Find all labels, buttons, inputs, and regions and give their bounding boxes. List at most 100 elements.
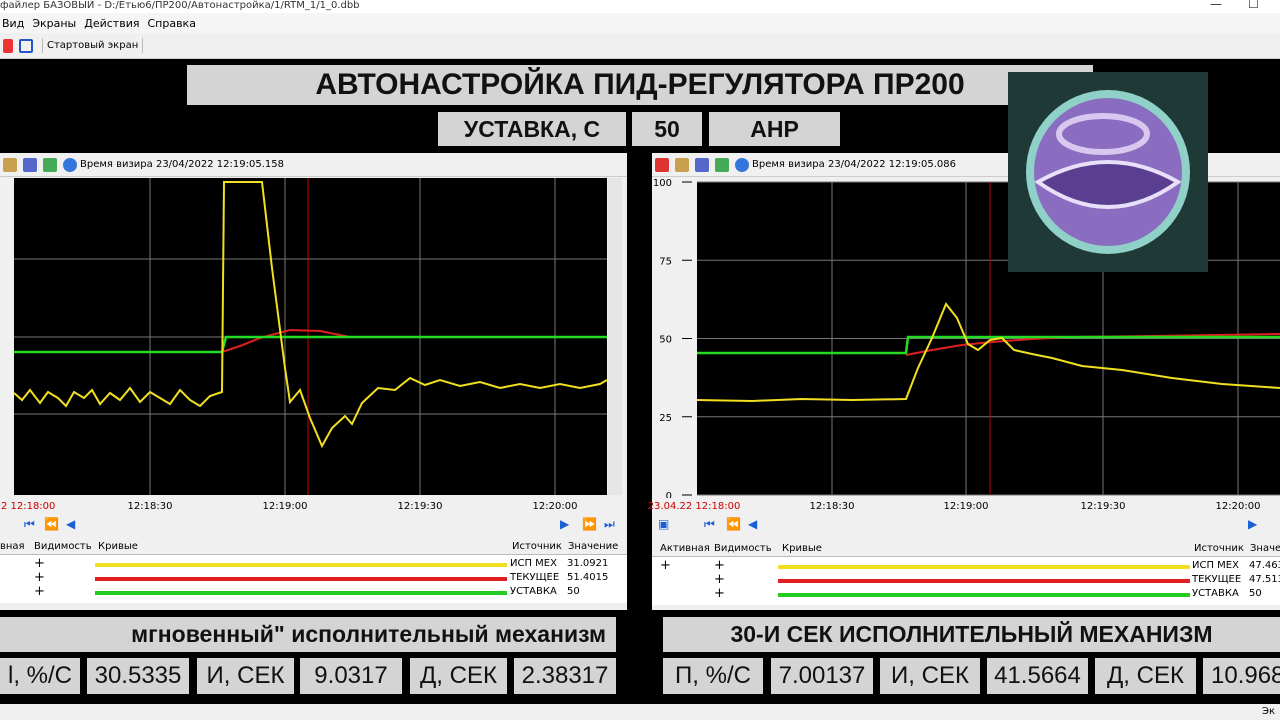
- toolbar-icon[interactable]: [695, 157, 709, 172]
- setpoint-label: УСТАВКА, С: [438, 112, 626, 146]
- section-title: 30-И СЕК ИСПОЛНИТЕЛЬНЫЙ МЕХАНИЗМ: [663, 617, 1280, 652]
- value-cell: 31.0921: [567, 558, 609, 569]
- menu-item[interactable]: Действия: [84, 16, 140, 30]
- menu-item[interactable]: Экраны: [32, 16, 77, 30]
- visibility-toggle[interactable]: +: [34, 570, 45, 585]
- toolbar-icon[interactable]: [655, 157, 669, 172]
- time-label: 12:19:00: [943, 501, 989, 512]
- trend-toolbar: Время визира 23/04/2022 12:19:05.158: [0, 153, 627, 177]
- toolbar-icon[interactable]: [23, 157, 37, 172]
- trend-actuator: [696, 302, 1280, 403]
- nav-button[interactable]: ▶: [560, 517, 570, 531]
- time-label: 23.04.22 12:18:00: [647, 501, 741, 512]
- column-header: Активная: [660, 543, 710, 554]
- start-screen-button[interactable]: Стартовый экран: [42, 38, 144, 53]
- maximize-button[interactable]: ☐: [1248, 0, 1259, 11]
- menu-item[interactable]: Вид: [2, 16, 25, 30]
- title-bar: файлер БАЗОВЫЙ - D:/Етью6/ПР200/Автонаст…: [0, 0, 1280, 13]
- param-value: 41.5664: [987, 658, 1088, 694]
- value-cell: 50: [567, 586, 580, 597]
- time-label: 22 12:18:00: [0, 501, 56, 512]
- trend-setpoint: [14, 335, 607, 354]
- param-value: 30.5335: [87, 658, 189, 694]
- mode-indicator: АНР: [709, 112, 840, 146]
- visibility-toggle[interactable]: +: [714, 572, 725, 587]
- y-tick-label: 50: [659, 335, 672, 346]
- nav-button[interactable]: ⏪: [44, 517, 59, 531]
- trend-setpoint: [697, 335, 1280, 355]
- toolbar-icon[interactable]: [3, 38, 13, 53]
- toolbar-icon[interactable]: [735, 157, 749, 172]
- value-cell: 47.513: [1249, 574, 1280, 585]
- column-header: Кривые: [782, 543, 822, 554]
- navigation-bar: ⏮ ⏪ ◀ ▶ ⏩ ⏭: [0, 517, 627, 535]
- nav-button[interactable]: ◀: [66, 517, 76, 531]
- toolbar: Стартовый экран: [0, 33, 1280, 59]
- nav-button[interactable]: ⏭: [604, 517, 615, 531]
- visibility-toggle[interactable]: +: [714, 586, 725, 601]
- curve-swatch: [778, 579, 1190, 583]
- legend-table: Активная Видимость Кривые Источник Значе…: [652, 541, 1280, 605]
- visibility-toggle[interactable]: +: [714, 558, 725, 573]
- scrollbar[interactable]: [608, 178, 622, 495]
- toolbar-icon[interactable]: [3, 157, 17, 172]
- cursor-time: Время визира 23/04/2022 12:19:05.158: [80, 159, 284, 170]
- toolbar-icon[interactable]: [19, 38, 33, 53]
- nav-button[interactable]: ▣: [658, 517, 670, 531]
- source-cell: ИСП МЕХ: [1192, 560, 1239, 571]
- trend-panel: Время визира 23/04/2022 12:19:05.158 22 …: [0, 153, 627, 610]
- toolbar-icon[interactable]: [675, 157, 689, 172]
- legend-table: вная Видимость Кривые Источник Значение …: [0, 539, 627, 603]
- nav-button[interactable]: ⏮: [704, 517, 715, 531]
- nav-button[interactable]: ▶: [1248, 517, 1258, 531]
- source-cell: ТЕКУЩЕЕ: [510, 572, 560, 583]
- param-label: Д, СЕК: [410, 658, 507, 694]
- trend-plot: [13, 178, 622, 495]
- nav-button[interactable]: ⏮: [24, 517, 35, 531]
- column-header: Значе: [1250, 543, 1280, 554]
- visibility-toggle[interactable]: +: [34, 556, 45, 571]
- active-marker[interactable]: +: [660, 558, 671, 573]
- column-header: Видимость: [34, 541, 92, 552]
- param-value: 9.0317: [300, 658, 402, 694]
- section-title: мгновенный" исполнительный механизм: [0, 617, 616, 652]
- time-label: 12:20:00: [532, 501, 578, 512]
- param-label: И, СЕК: [880, 658, 980, 694]
- toolbar-icon[interactable]: [715, 157, 729, 172]
- param-value: 10.968: [1203, 658, 1280, 694]
- toolbar-icon[interactable]: [43, 157, 57, 172]
- visibility-toggle[interactable]: +: [34, 584, 45, 599]
- navigation-bar: ▣ ⏮ ⏪ ◀ ▶: [652, 517, 1280, 535]
- menu-item[interactable]: Справка: [147, 16, 196, 30]
- value-cell: 51.4015: [567, 572, 609, 583]
- source-cell: УСТАВКА: [1192, 588, 1239, 599]
- column-header: Значение: [568, 541, 619, 552]
- nav-button[interactable]: ⏪: [726, 517, 741, 531]
- source-cell: ТЕКУЩЕЕ: [1192, 574, 1242, 585]
- y-tick-label: 0: [666, 491, 672, 498]
- value-cell: 47.463: [1249, 560, 1280, 571]
- curve-swatch: [778, 565, 1190, 569]
- screen-title: АВТОНАСТРОЙКА ПИД-РЕГУЛЯТОРА ПР200: [187, 65, 1093, 105]
- nav-button[interactable]: ◀: [748, 517, 758, 531]
- status-text: Эк: [1262, 706, 1276, 717]
- time-label: 12:18:30: [809, 501, 855, 512]
- time-label: 12:19:30: [397, 501, 443, 512]
- source-cell: ИСП МЕХ: [510, 558, 557, 569]
- minimize-button[interactable]: —: [1210, 0, 1222, 11]
- toolbar-icon[interactable]: [63, 157, 77, 172]
- param-value: 2.38317: [514, 658, 616, 694]
- column-header: Видимость: [714, 543, 772, 554]
- nav-button[interactable]: ⏩: [582, 517, 597, 531]
- param-label: l, %/С: [0, 658, 80, 694]
- curve-swatch: [95, 591, 507, 595]
- source-cell: УСТАВКА: [510, 586, 557, 597]
- param-label: П, %/С: [663, 658, 763, 694]
- column-header: вная: [0, 541, 25, 552]
- param-label: И, СЕК: [197, 658, 294, 694]
- time-label: 12:19:30: [1080, 501, 1126, 512]
- menu-bar: Вид Экраны Действия Справка: [0, 13, 1280, 33]
- value-cell: 50: [1249, 588, 1262, 599]
- time-label: 12:19:00: [262, 501, 308, 512]
